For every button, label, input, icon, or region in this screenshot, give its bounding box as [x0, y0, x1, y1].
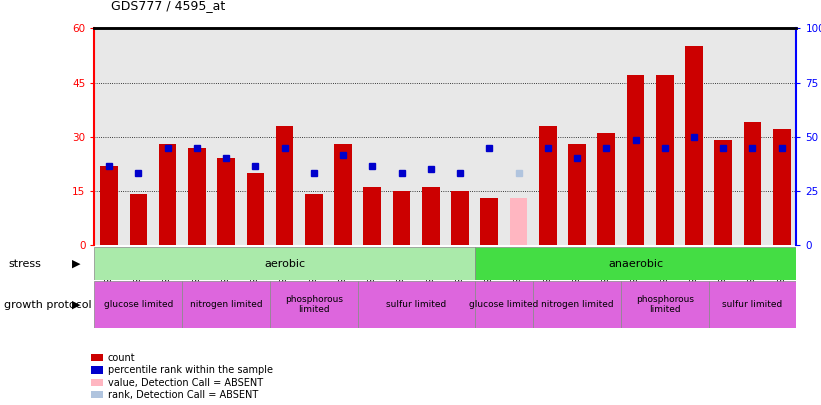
Bar: [539, 126, 557, 245]
Text: anaerobic: anaerobic: [608, 259, 663, 269]
Bar: [480, 198, 498, 245]
Text: sulfur limited: sulfur limited: [722, 300, 782, 309]
Bar: [100, 166, 118, 245]
Bar: [744, 122, 761, 245]
Text: aerobic: aerobic: [264, 259, 305, 269]
Bar: [94, 247, 475, 280]
Bar: [714, 140, 732, 245]
Bar: [626, 75, 644, 245]
Bar: [422, 187, 439, 245]
Bar: [533, 281, 621, 328]
Bar: [452, 191, 469, 245]
Text: nitrogen limited: nitrogen limited: [190, 300, 263, 309]
Text: growth protocol: growth protocol: [4, 300, 92, 310]
Bar: [773, 130, 791, 245]
Text: nitrogen limited: nitrogen limited: [541, 300, 613, 309]
Bar: [510, 198, 527, 245]
Bar: [475, 281, 533, 328]
Bar: [246, 173, 264, 245]
Legend: count, percentile rank within the sample, value, Detection Call = ABSENT, rank, : count, percentile rank within the sample…: [91, 353, 273, 400]
Bar: [188, 147, 205, 245]
Bar: [276, 126, 293, 245]
Bar: [182, 281, 270, 328]
Bar: [686, 47, 703, 245]
Text: phosphorous
limited: phosphorous limited: [635, 295, 694, 314]
Text: ▶: ▶: [72, 300, 80, 310]
Bar: [358, 281, 475, 328]
Text: glucose limited: glucose limited: [469, 300, 539, 309]
Bar: [392, 191, 410, 245]
Bar: [364, 187, 381, 245]
Text: sulfur limited: sulfur limited: [386, 300, 447, 309]
Bar: [334, 144, 352, 245]
Text: glucose limited: glucose limited: [103, 300, 173, 309]
Bar: [218, 158, 235, 245]
Bar: [621, 281, 709, 328]
Text: ▶: ▶: [72, 259, 80, 269]
Bar: [130, 194, 147, 245]
Bar: [270, 281, 358, 328]
Bar: [598, 133, 615, 245]
Bar: [568, 144, 586, 245]
Bar: [656, 75, 673, 245]
Bar: [475, 247, 796, 280]
Text: stress: stress: [8, 259, 41, 269]
Text: GDS777 / 4595_at: GDS777 / 4595_at: [111, 0, 225, 12]
Bar: [709, 281, 796, 328]
Bar: [158, 144, 177, 245]
Bar: [305, 194, 323, 245]
Bar: [94, 281, 182, 328]
Text: phosphorous
limited: phosphorous limited: [285, 295, 343, 314]
